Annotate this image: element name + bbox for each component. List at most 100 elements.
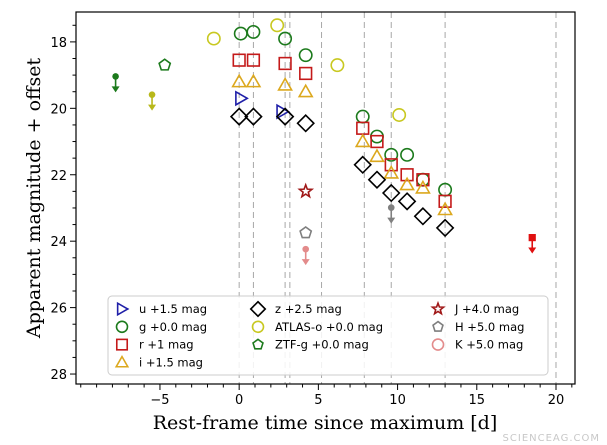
legend-label: g +0.0 mag <box>139 320 207 334</box>
data-point <box>297 83 314 98</box>
data-point <box>299 66 313 81</box>
data-point <box>437 201 453 216</box>
data-point <box>277 76 293 91</box>
legend-label: K +5.0 mag <box>455 338 523 352</box>
data-point <box>275 107 295 126</box>
data-point <box>367 170 387 189</box>
data-point <box>384 147 399 162</box>
x-tick-label: 15 <box>469 393 486 408</box>
data-point <box>354 133 371 148</box>
series-ztf-g-upper-limits <box>111 73 120 93</box>
limit-arrowhead <box>528 247 537 254</box>
data-point <box>148 91 157 111</box>
y-tick-label: 28 <box>50 368 67 383</box>
data-point <box>297 182 315 199</box>
legend-label: ATLAS-o +0.0 mag <box>275 320 383 334</box>
legend-entry: J +4.0 mag <box>430 300 519 316</box>
data-point <box>370 134 384 149</box>
series-r <box>232 53 452 208</box>
data-point <box>206 31 221 46</box>
data-point <box>330 58 345 73</box>
legend-label: ZTF-g +0.0 mag <box>275 338 369 352</box>
x-tick-label: 20 <box>548 393 565 408</box>
legend-entry: r +1 mag <box>115 338 194 352</box>
data-point <box>435 218 455 238</box>
data-point <box>301 245 310 266</box>
limit-dot <box>148 91 156 98</box>
series-i <box>231 73 453 216</box>
data-point <box>400 147 415 162</box>
y-axis-ticks: 18 20 22 24 26 28 <box>50 24 76 383</box>
legend-entry: H +5.0 mag <box>432 320 524 334</box>
legend-label: J +4.0 mag <box>454 302 519 316</box>
limit-arrowhead <box>111 86 120 93</box>
data-point <box>415 179 431 194</box>
data-point <box>387 204 396 224</box>
limit-arrowhead <box>148 104 157 111</box>
legend-marker <box>115 338 129 351</box>
x-tick-label: −5 <box>150 393 169 408</box>
legend-label: H +5.0 mag <box>455 320 524 334</box>
data-point <box>299 226 313 239</box>
y-tick-label: 22 <box>50 169 67 184</box>
y-tick-label: 26 <box>50 302 67 317</box>
x-axis-label: Rest-frame time since maximum [d] <box>153 412 498 434</box>
series-atlas-o <box>206 18 407 122</box>
series-upper-limit-grey- <box>387 204 396 224</box>
plot-frame <box>75 11 576 385</box>
data-point <box>369 148 385 163</box>
data-point <box>244 107 263 126</box>
data-point <box>438 194 452 208</box>
legend-marker <box>432 320 444 332</box>
data-points <box>111 18 537 266</box>
x-tick-label: 5 <box>314 393 322 408</box>
legend-entry: ZTF-g +0.0 mag <box>252 338 369 352</box>
data-point <box>231 73 248 88</box>
legend-marker <box>115 320 129 334</box>
series-atlas-o-upper-limits <box>148 91 157 111</box>
data-point <box>384 158 398 172</box>
y-axis-label: Apparent magnitude + offset <box>23 57 45 339</box>
data-point <box>270 18 285 33</box>
x-axis-ticks: −5 0 5 10 15 20 <box>80 384 573 408</box>
y-tick-label: 18 <box>50 36 67 51</box>
legend-entry: g +0.0 mag <box>115 320 207 334</box>
legend-label: u +1.5 mag <box>139 302 207 316</box>
data-point <box>158 58 172 71</box>
series-u <box>235 90 291 120</box>
legend-entry: K +5.0 mag <box>431 338 523 352</box>
data-point <box>111 73 120 93</box>
x-tick-label: 10 <box>389 393 406 408</box>
series-k-upper-limits <box>301 245 310 266</box>
legend-marker <box>249 300 267 318</box>
limit-dot <box>302 245 309 253</box>
legend-marker <box>251 320 265 334</box>
data-point <box>278 31 293 46</box>
data-point <box>416 173 430 187</box>
data-point <box>298 48 313 63</box>
y-tick-label: 20 <box>50 102 67 117</box>
series-h <box>299 226 313 239</box>
limit-arrowhead <box>301 259 310 266</box>
series-z <box>229 107 455 238</box>
data-point <box>383 164 400 179</box>
legend-entry: ATLAS-o +0.0 mag <box>251 320 383 334</box>
data-point <box>276 103 291 120</box>
legend: u +1.5 mag g +0.0 mag r +1 mag i +1.5 mag z … <box>107 295 549 376</box>
data-point <box>246 53 261 67</box>
legend-entry: u +1.5 mag <box>116 301 207 317</box>
data-point <box>397 192 417 211</box>
data-point <box>245 73 262 88</box>
series-j <box>297 182 315 199</box>
legend-marker <box>252 338 264 350</box>
legend-box <box>107 295 549 376</box>
series-upper-limit-red- <box>528 234 537 254</box>
legend-entry: i +1.5 mag <box>114 354 203 369</box>
limit-dot <box>387 204 395 211</box>
legend-entry: z +2.5 mag <box>249 300 342 318</box>
data-point <box>296 114 315 133</box>
legend-marker <box>116 301 130 317</box>
legend-label: i +1.5 mag <box>139 355 203 369</box>
